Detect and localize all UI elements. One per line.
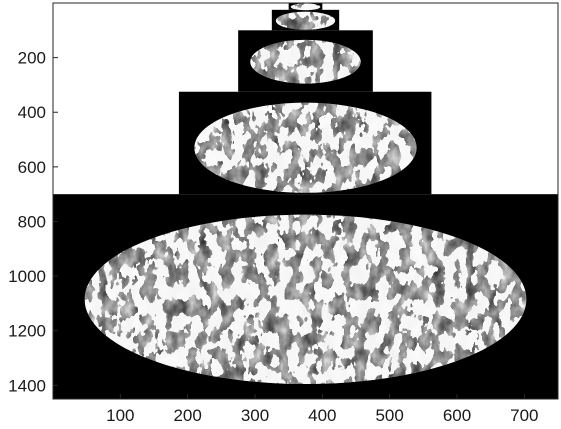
ellipse-texture-level-3 — [250, 40, 360, 84]
x-tick-label: 400 — [308, 406, 336, 425]
y-tick-label: 400 — [18, 103, 46, 122]
ellipse-texture-level-2 — [194, 103, 416, 193]
x-axis: 100 200 300 400 500 600 700 — [106, 394, 539, 425]
x-tick-label: 600 — [443, 406, 471, 425]
y-tick-label: 1400 — [8, 376, 46, 395]
y-tick-label: 1200 — [8, 322, 46, 341]
x-tick-label: 200 — [173, 406, 201, 425]
y-tick-label: 200 — [18, 49, 46, 68]
ellipse-texture-level-5 — [291, 4, 321, 11]
y-tick-label: 800 — [18, 212, 46, 231]
texture-ellipses — [84, 4, 527, 384]
ellipse-texture-level-4 — [276, 12, 335, 30]
x-tick-label: 700 — [510, 406, 538, 425]
y-tick-label: 1000 — [8, 267, 46, 286]
ellipse-texture-level-1 — [85, 215, 527, 384]
y-tick-label: 600 — [18, 158, 46, 177]
plot-frame — [52, 2, 559, 400]
y-axis: 200 400 600 800 1000 1200 1400 — [8, 49, 58, 395]
x-tick-label: 300 — [241, 406, 269, 425]
x-tick-label: 100 — [106, 406, 134, 425]
x-tick-label: 500 — [375, 406, 403, 425]
